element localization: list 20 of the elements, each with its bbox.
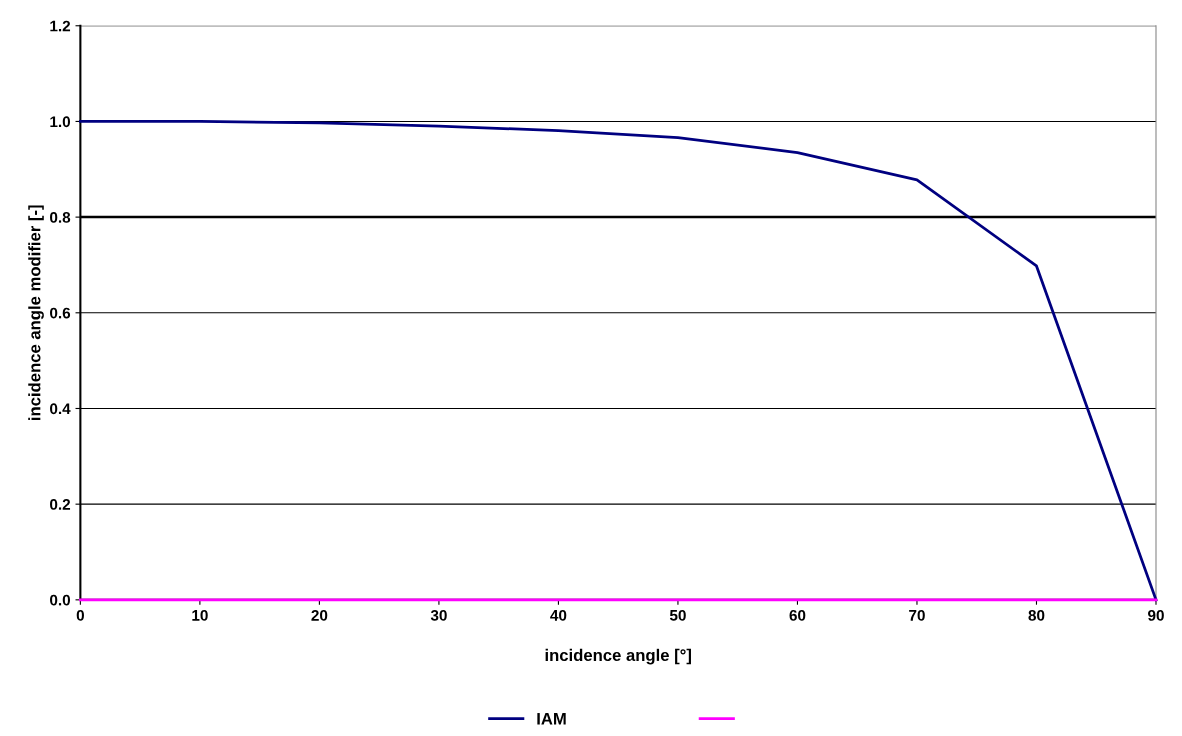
y-tick-label: 0.2 [50,499,71,510]
x-tick-label: 90 [1148,609,1164,621]
x-tick-label: 40 [550,609,567,621]
x-tick-label: 30 [430,609,447,621]
x-tick-label: 20 [311,609,328,621]
legend-label: IAM [537,713,566,725]
x-tick-label: 10 [192,609,208,621]
x-tick-label: 80 [1028,609,1045,621]
y-tick-label: 1.2 [50,20,71,32]
y-tick-label: 0.4 [50,403,71,415]
x-tick-label: 0 [76,609,84,621]
y-axis-title: incidence angle modifier [-] [28,205,44,420]
y-tick-label: 0.8 [50,211,71,223]
y-tick-label: 0.6 [50,307,71,319]
x-tick-label: 60 [789,609,806,621]
x-tick-label: 70 [909,609,925,621]
x-axis-title: incidence angle [°] [545,648,691,665]
x-tick-label: 50 [669,609,686,621]
y-tick-label: 0.0 [50,594,71,606]
y-tick-label: 1.0 [50,116,71,128]
